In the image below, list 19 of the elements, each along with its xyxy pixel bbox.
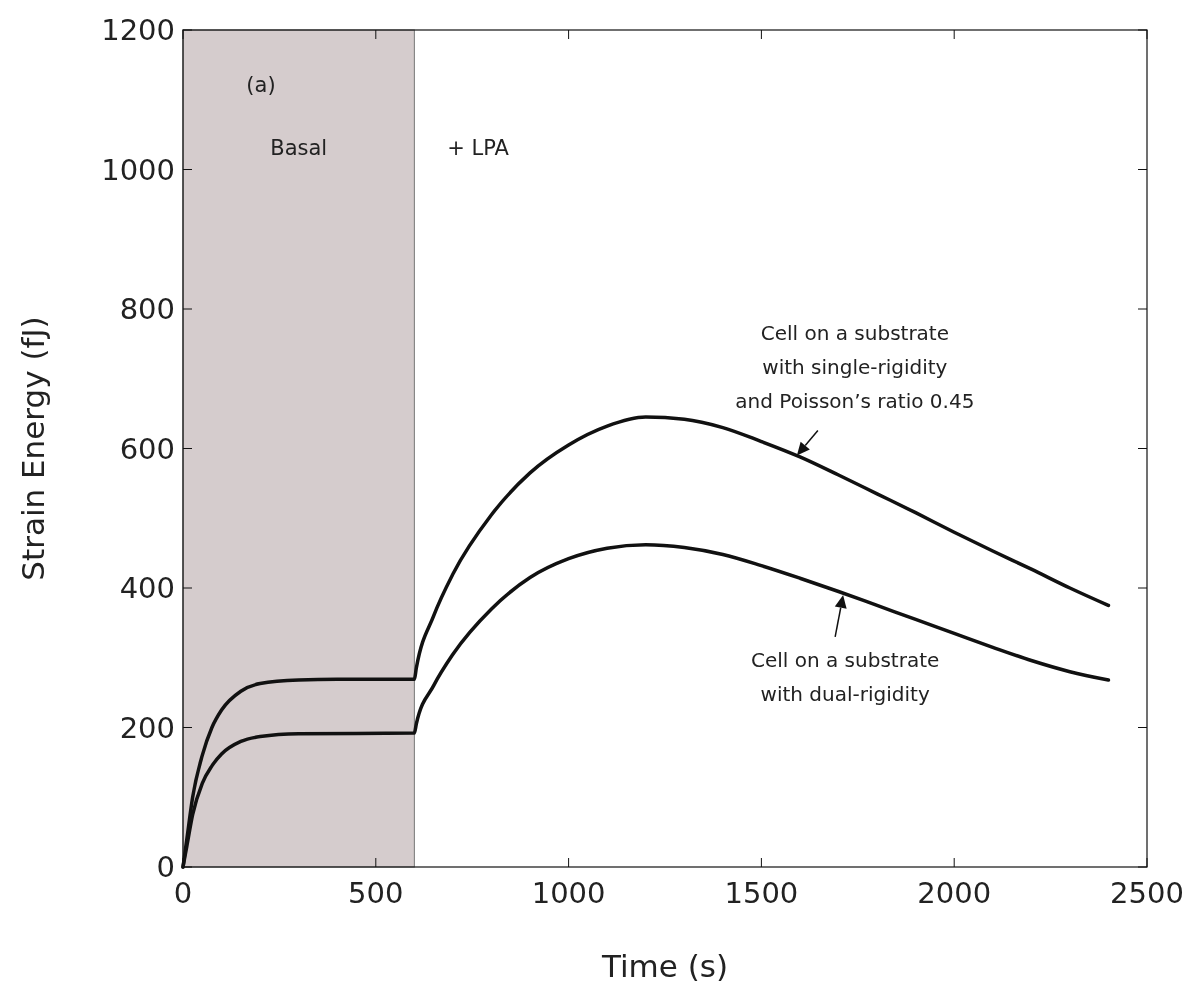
x-tick-label: 2000 bbox=[917, 876, 992, 910]
y-tick-label: 600 bbox=[119, 431, 175, 466]
x-axis-title: Time (s) bbox=[600, 948, 729, 984]
x-tick-label: 2500 bbox=[1110, 876, 1184, 910]
annotation: Cell on a substrate with dual-rigidity bbox=[750, 647, 940, 706]
y-tick-label: 800 bbox=[119, 292, 175, 326]
annotation: Cell on a substrate with single-rigidity and Poisson’s ratio 0.45 bbox=[735, 321, 975, 414]
x-tick-label: 500 bbox=[348, 876, 404, 910]
y-tick-label: 200 bbox=[119, 710, 175, 745]
x-tick-label: 1000 bbox=[531, 876, 606, 910]
y-tick-label: 1200 bbox=[101, 13, 175, 47]
band-label: Basal bbox=[270, 136, 328, 160]
x-tick-label: 1500 bbox=[724, 876, 799, 910]
y-tick-label: 400 bbox=[119, 571, 175, 605]
y-axis-title: Strain Energy (fJ) bbox=[15, 316, 51, 581]
y-tick-label: 0 bbox=[156, 850, 175, 884]
annotation: (a) bbox=[246, 73, 276, 97]
annotation: + LPA bbox=[447, 136, 510, 160]
y-tick-label: 1000 bbox=[101, 152, 175, 187]
